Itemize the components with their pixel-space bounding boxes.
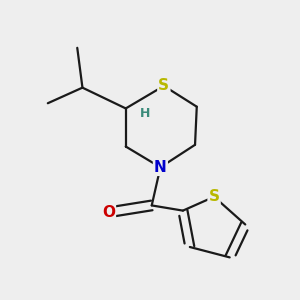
Text: N: N xyxy=(154,160,167,175)
Text: H: H xyxy=(140,107,150,120)
Text: S: S xyxy=(208,189,220,204)
Text: S: S xyxy=(158,78,169,93)
Text: O: O xyxy=(102,205,115,220)
